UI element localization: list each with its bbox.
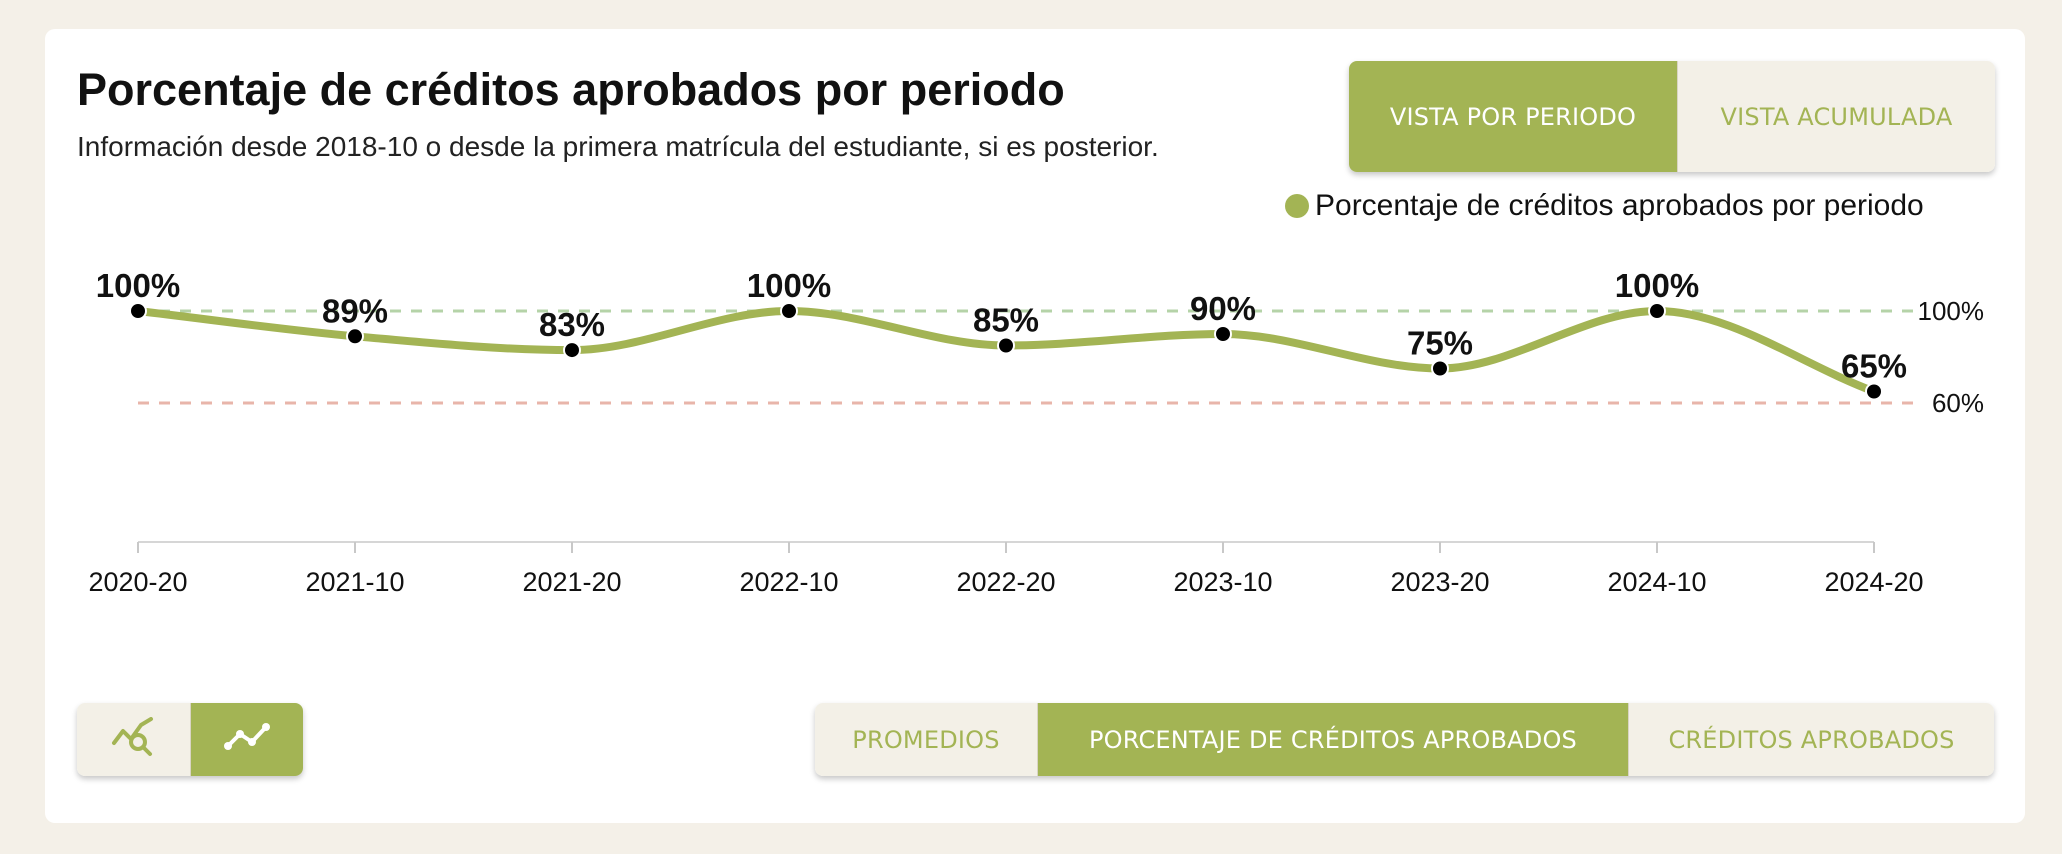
- cumulative-view-button[interactable]: VISTA ACUMULADA: [1677, 61, 1995, 172]
- data-point: [346, 327, 364, 346]
- data-point: [563, 341, 581, 360]
- chart-type-toggle: [77, 703, 303, 776]
- page-title: Porcentaje de créditos aprobados por per…: [77, 64, 1065, 115]
- data-label: 100%: [1615, 267, 1699, 304]
- x-axis-tick-label: 2024-10: [1607, 567, 1706, 597]
- data-point: [1648, 302, 1666, 320]
- chart-legend: Porcentaje de créditos aprobados por per…: [1285, 189, 1924, 223]
- page-subtitle: Información desde 2018-10 o desde la pri…: [77, 131, 1159, 162]
- x-axis-tick-label: 2021-20: [522, 567, 621, 597]
- averages-tab[interactable]: PROMEDIOS: [815, 703, 1037, 776]
- chart-search-button[interactable]: [77, 703, 190, 776]
- data-point: [129, 302, 147, 320]
- x-axis-tick-label: 2022-10: [739, 567, 838, 597]
- data-label: 100%: [747, 267, 831, 304]
- data-label: 75%: [1407, 325, 1473, 362]
- x-axis-tick-label: 2023-10: [1173, 567, 1272, 597]
- reference-line-label: 60%: [1932, 388, 1984, 418]
- data-point: [997, 336, 1015, 355]
- data-label: 89%: [322, 292, 388, 329]
- data-point: [1214, 325, 1232, 343]
- data-label: 83%: [539, 306, 605, 343]
- data-label: 90%: [1190, 290, 1256, 327]
- data-label: 100%: [96, 267, 180, 304]
- legend-label: Porcentaje de créditos aprobados por per…: [1315, 189, 1924, 222]
- x-axis-tick-label: 2024-20: [1824, 567, 1923, 597]
- data-label: 65%: [1841, 348, 1907, 385]
- chart-search-icon: [111, 716, 157, 763]
- approved-credits-tab[interactable]: CRÉDITOS APROBADOS: [1628, 703, 1994, 776]
- data-point: [1865, 382, 1883, 401]
- data-point: [780, 302, 798, 320]
- x-axis-tick-label: 2020-20: [88, 567, 187, 597]
- line-chart-button[interactable]: [190, 703, 303, 776]
- reference-line-label: 100%: [1918, 296, 1985, 326]
- x-axis-tick-label: 2021-10: [305, 567, 404, 597]
- metric-toggle: PROMEDIOS PORCENTAJE DE CRÉDITOS APROBAD…: [815, 703, 1994, 776]
- line-chart-icon: [224, 722, 270, 758]
- data-point: [1431, 359, 1449, 378]
- x-axis-tick-label: 2022-20: [956, 567, 1055, 597]
- view-by-period-button[interactable]: VISTA POR PERIODO: [1349, 61, 1677, 172]
- data-label: 85%: [973, 302, 1039, 339]
- x-axis-tick-label: 2023-20: [1390, 567, 1489, 597]
- legend-marker: [1285, 194, 1309, 218]
- approved-credits-percentage-tab[interactable]: PORCENTAJE DE CRÉDITOS APROBADOS: [1037, 703, 1628, 776]
- view-toggle: VISTA POR PERIODO VISTA ACUMULADA: [1349, 61, 1995, 172]
